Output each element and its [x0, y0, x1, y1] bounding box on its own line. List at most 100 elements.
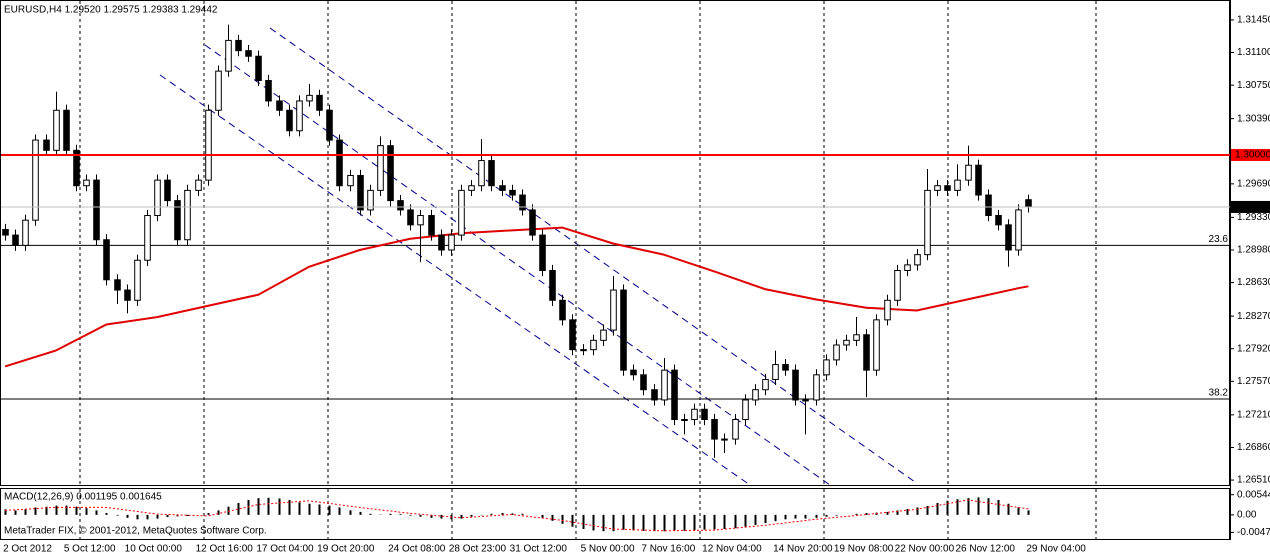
candle-body	[610, 289, 617, 331]
candle-body	[83, 179, 90, 187]
candle-body	[752, 389, 759, 401]
candle-body	[215, 70, 222, 111]
footer: MetaTrader FIX, © 2001-2012, MetaQuotes …	[4, 526, 267, 537]
y-tick-label: 1.29330	[1237, 212, 1270, 223]
x-tick-label: 19 Oct 20:00	[317, 544, 375, 555]
candle-body	[529, 209, 536, 236]
candle-body	[630, 369, 637, 376]
candle-body	[195, 179, 202, 191]
candle-body	[326, 109, 333, 141]
x-tick-label: 7 Nov 16:00	[641, 544, 695, 555]
candle-body	[732, 419, 739, 440]
candle-body	[53, 109, 60, 151]
x-tick-label: 22 Nov 00:00	[895, 544, 955, 555]
x-tick-label: 5 Nov 00:00	[581, 544, 635, 555]
candle-body	[539, 234, 546, 271]
candle-body	[205, 109, 212, 181]
signal-line	[5, 499, 1029, 532]
candle-body	[225, 39, 232, 72]
candle-body	[2, 228, 9, 236]
candle-body	[184, 189, 191, 241]
candle-body	[802, 399, 809, 402]
x-tick-label: 12 Oct 16:00	[196, 544, 254, 555]
candle-body	[620, 289, 627, 371]
price-label-box	[1231, 148, 1270, 161]
candle-body	[954, 179, 961, 191]
candle-body	[63, 109, 70, 151]
price-label-box	[1231, 200, 1270, 213]
macd-panel	[0, 488, 1230, 540]
x-tick-label: 5 Oct 12:00	[64, 544, 116, 555]
candle-body	[488, 160, 495, 187]
chart-title: EURUSD,H4 1.29520 1.29575 1.29383 1.2944…	[4, 5, 218, 16]
candle-body	[458, 189, 465, 236]
candle-body	[691, 408, 698, 421]
candle-body	[22, 219, 29, 246]
candle-body	[1005, 224, 1012, 251]
candle-body	[377, 145, 384, 191]
candle-body	[134, 259, 141, 301]
candle-body	[782, 364, 789, 371]
candle-body	[813, 374, 820, 401]
candle-body	[792, 369, 799, 401]
y-tick-label: 1.28630	[1237, 277, 1270, 288]
candle-body	[762, 378, 769, 391]
y-tick-label: 1.26860	[1237, 442, 1270, 453]
y-tick-label: 1.27210	[1237, 409, 1270, 420]
candle-body	[286, 109, 293, 132]
vertical-grid	[79, 1, 1097, 539]
candle-body	[93, 179, 100, 241]
candle-body	[863, 334, 870, 371]
candle-body	[711, 419, 718, 440]
candle-body	[347, 174, 354, 187]
candle-body	[904, 264, 911, 271]
candle-body	[924, 189, 931, 256]
trend-channel	[159, 27, 916, 486]
candle-body	[407, 209, 414, 226]
candle-body	[944, 185, 951, 191]
x-tick-label: 31 Oct 12:00	[510, 544, 568, 555]
y-tick-label: 1.31450	[1237, 15, 1270, 26]
candle-body	[509, 189, 516, 196]
candle-body	[661, 369, 668, 401]
candle-body	[965, 164, 972, 181]
candle-body	[995, 215, 1002, 226]
fib-level-label: 38.2	[1209, 388, 1229, 399]
candle-body	[884, 299, 891, 321]
candle-body	[103, 239, 110, 281]
x-tick-label: 14 Nov 20:00	[773, 544, 833, 555]
candle-body	[357, 174, 364, 211]
candle-body	[499, 185, 506, 191]
price-label: 1.29442	[1235, 202, 1270, 213]
candle-body	[174, 200, 181, 241]
candle-body	[590, 339, 597, 351]
candle-body	[265, 79, 272, 102]
candle-body	[73, 149, 80, 187]
candle-body	[154, 179, 161, 217]
x-tick-label: 12 Nov 04:00	[702, 544, 762, 555]
candle-body	[894, 269, 901, 301]
y-tick-label: 0.00544	[1237, 489, 1270, 500]
candle-body	[701, 408, 708, 421]
x-tick-label: 2 Oct 2012	[3, 544, 52, 555]
candle-body	[569, 319, 576, 351]
candle-body	[873, 319, 880, 371]
candle-body	[742, 399, 749, 421]
candle-body	[428, 215, 435, 236]
candle-body	[1025, 199, 1032, 208]
candle-body	[519, 194, 526, 211]
candle-body	[549, 269, 556, 301]
macd-title: MACD(12,26,9) 0.001195 0.001645	[4, 492, 162, 503]
y-tick-label: 1.31100	[1237, 47, 1270, 58]
candle-body	[114, 279, 121, 291]
candle-body	[681, 419, 688, 422]
candle-body	[772, 364, 779, 380]
candle-body	[43, 139, 50, 151]
candle-body	[985, 194, 992, 217]
candle-body	[478, 160, 485, 187]
y-tick-label: 1.28980	[1237, 245, 1270, 256]
candle-body	[671, 369, 678, 421]
candle-body	[397, 200, 404, 211]
